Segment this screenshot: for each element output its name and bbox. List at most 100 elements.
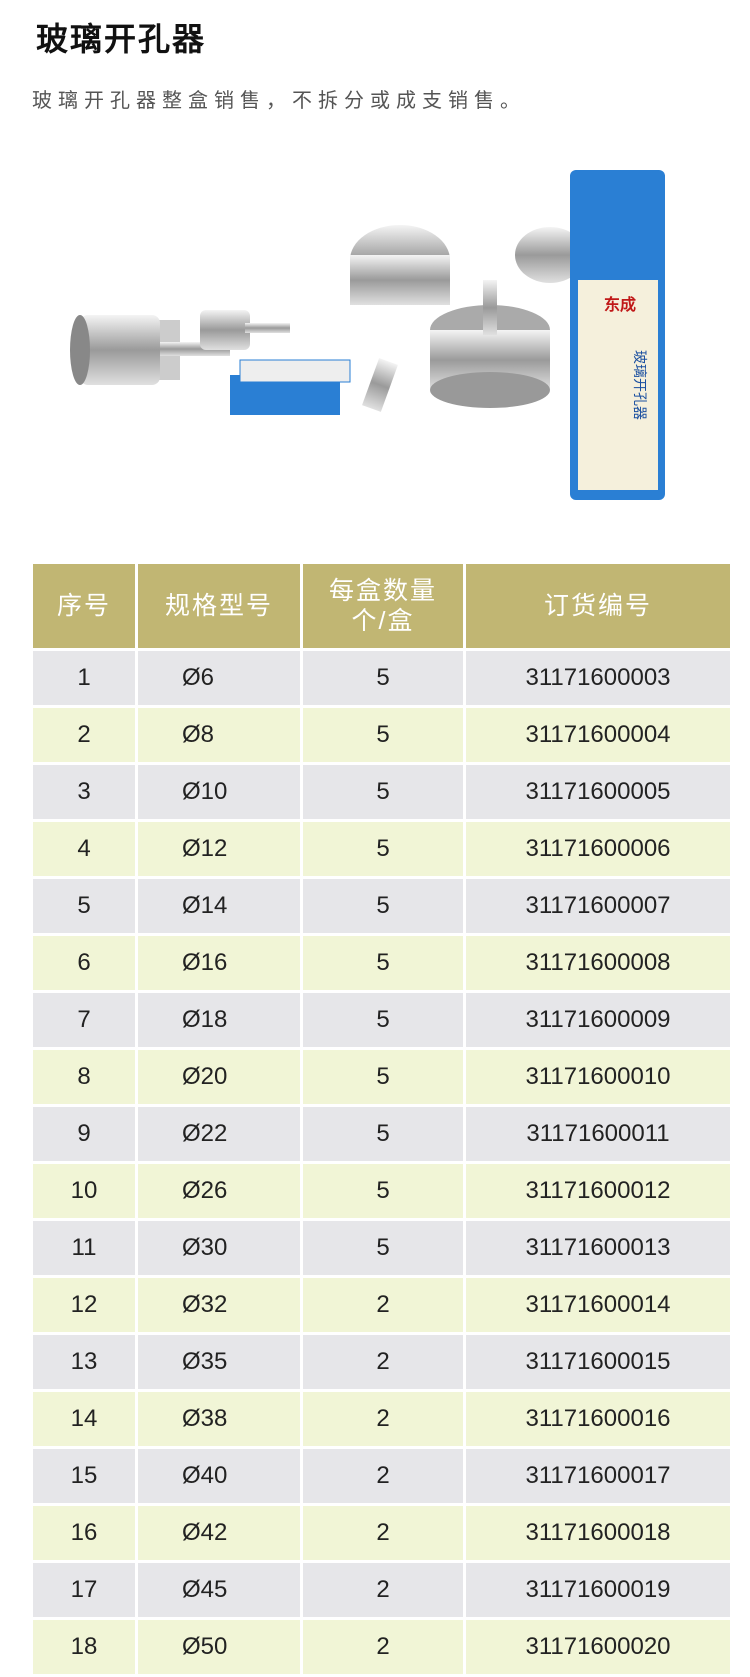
cell-spec: Ø35	[138, 1335, 300, 1389]
table-row: 18 Ø50 2 31171600020	[33, 1620, 730, 1674]
table-row: 15 Ø40 2 31171600017	[33, 1449, 730, 1503]
cell-index: 9	[33, 1107, 135, 1161]
cell-order-no: 31171600018	[466, 1506, 730, 1560]
cell-index: 15	[33, 1449, 135, 1503]
cell-qty: 5	[303, 651, 463, 705]
cell-spec: Ø45	[138, 1563, 300, 1617]
cell-qty: 5	[303, 822, 463, 876]
page-subtitle: 玻璃开孔器整盒销售，不拆分或成支销售。	[32, 88, 526, 112]
small-box	[230, 359, 351, 415]
large-box: 东成 玻璃开孔器	[570, 170, 665, 500]
cell-index: 12	[33, 1278, 135, 1332]
header-order-no: 订货编号	[466, 564, 730, 648]
cell-qty: 5	[303, 1221, 463, 1275]
cell-order-no: 31171600013	[466, 1221, 730, 1275]
cell-order-no: 31171600017	[466, 1449, 730, 1503]
cell-spec: Ø8	[138, 708, 300, 762]
cell-spec: Ø42	[138, 1506, 300, 1560]
cell-order-no: 31171600010	[466, 1050, 730, 1104]
cell-index: 13	[33, 1335, 135, 1389]
header-qty: 每盒数量 个/盒	[303, 564, 463, 648]
cell-order-no: 31171600007	[466, 879, 730, 933]
cell-order-no: 31171600015	[466, 1335, 730, 1389]
cell-qty: 5	[303, 1164, 463, 1218]
table-row: 11 Ø30 5 31171600013	[33, 1221, 730, 1275]
cell-qty: 2	[303, 1620, 463, 1674]
cell-spec: Ø20	[138, 1050, 300, 1104]
cell-index: 10	[33, 1164, 135, 1218]
table-row: 13 Ø35 2 31171600015	[33, 1335, 730, 1389]
cell-index: 4	[33, 822, 135, 876]
box-label: 玻璃开孔器	[632, 350, 648, 420]
cell-spec: Ø38	[138, 1392, 300, 1446]
cell-index: 8	[33, 1050, 135, 1104]
cell-index: 17	[33, 1563, 135, 1617]
cell-qty: 2	[303, 1335, 463, 1389]
cell-order-no: 31171600008	[466, 936, 730, 990]
cell-order-no: 31171600014	[466, 1278, 730, 1332]
cell-spec: Ø40	[138, 1449, 300, 1503]
table-row: 4 Ø12 5 31171600006	[33, 822, 730, 876]
hole-saw-large-left	[70, 315, 230, 385]
page-title: 玻璃开孔器	[36, 21, 207, 57]
cell-qty: 5	[303, 879, 463, 933]
cell-index: 11	[33, 1221, 135, 1275]
cell-spec: Ø18	[138, 993, 300, 1047]
cell-index: 1	[33, 651, 135, 705]
cell-spec: Ø12	[138, 822, 300, 876]
cell-order-no: 31171600004	[466, 708, 730, 762]
header-index: 序号	[33, 564, 135, 648]
cell-order-no: 31171600020	[466, 1620, 730, 1674]
cell-qty: 2	[303, 1506, 463, 1560]
cell-index: 16	[33, 1506, 135, 1560]
table-row: 1 Ø6 5 31171600003	[33, 651, 730, 705]
cell-index: 2	[33, 708, 135, 762]
cell-order-no: 31171600019	[466, 1563, 730, 1617]
table-row: 8 Ø20 5 31171600010	[33, 1050, 730, 1104]
table-row: 12 Ø32 2 31171600014	[33, 1278, 730, 1332]
cell-order-no: 31171600003	[466, 651, 730, 705]
cell-qty: 2	[303, 1392, 463, 1446]
cell-spec: Ø50	[138, 1620, 300, 1674]
cell-order-no: 31171600012	[466, 1164, 730, 1218]
table-row: 16 Ø42 2 31171600018	[33, 1506, 730, 1560]
table-row: 14 Ø38 2 31171600016	[33, 1392, 730, 1446]
cell-index: 18	[33, 1620, 135, 1674]
cell-qty: 5	[303, 936, 463, 990]
hole-saw-cluster	[350, 225, 585, 412]
table-row: 9 Ø22 5 31171600011	[33, 1107, 730, 1161]
cell-order-no: 31171600005	[466, 765, 730, 819]
cell-order-no: 31171600009	[466, 993, 730, 1047]
cell-index: 14	[33, 1392, 135, 1446]
cell-spec: Ø32	[138, 1278, 300, 1332]
cell-spec: Ø26	[138, 1164, 300, 1218]
table-row: 6 Ø16 5 31171600008	[33, 936, 730, 990]
cell-spec: Ø16	[138, 936, 300, 990]
product-image: 东成 玻璃开孔器	[70, 170, 665, 500]
table-row: 17 Ø45 2 31171600019	[33, 1563, 730, 1617]
cell-qty: 2	[303, 1278, 463, 1332]
table-header-row: 序号 规格型号 每盒数量 个/盒 订货编号	[33, 564, 730, 648]
cell-qty: 5	[303, 708, 463, 762]
cell-qty: 5	[303, 765, 463, 819]
cell-qty: 5	[303, 1050, 463, 1104]
table-row: 10 Ø26 5 31171600012	[33, 1164, 730, 1218]
spec-table: 序号 规格型号 每盒数量 个/盒 订货编号 1 Ø6 5 31171600003 2 Ø8…	[30, 561, 733, 1677]
table-row: 7 Ø18 5 31171600009	[33, 993, 730, 1047]
cell-qty: 2	[303, 1449, 463, 1503]
cell-index: 3	[33, 765, 135, 819]
cell-order-no: 31171600006	[466, 822, 730, 876]
cell-spec: Ø22	[138, 1107, 300, 1161]
table-row: 2 Ø8 5 31171600004	[33, 708, 730, 762]
cell-order-no: 31171600016	[466, 1392, 730, 1446]
cell-spec: Ø14	[138, 879, 300, 933]
cell-spec: Ø6	[138, 651, 300, 705]
cell-order-no: 31171600011	[466, 1107, 730, 1161]
cell-spec: Ø30	[138, 1221, 300, 1275]
cell-qty: 5	[303, 1107, 463, 1161]
hole-saw-small	[200, 310, 290, 350]
cell-index: 7	[33, 993, 135, 1047]
cell-qty: 2	[303, 1563, 463, 1617]
cell-qty: 5	[303, 993, 463, 1047]
cell-spec: Ø10	[138, 765, 300, 819]
